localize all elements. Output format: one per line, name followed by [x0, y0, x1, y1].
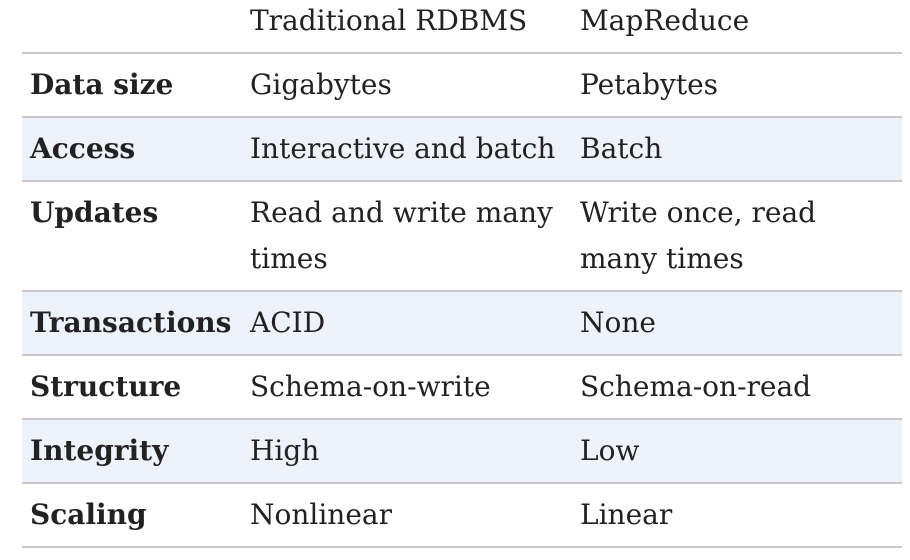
row-label: Updates — [30, 196, 159, 229]
table-header-row: Traditional RDBMS MapReduce — [22, 0, 902, 54]
table-row: Access Interactive and batch Batch — [22, 118, 902, 182]
rdbms-cell: High — [250, 434, 320, 467]
row-label: Integrity — [30, 434, 169, 467]
mapreduce-cell: Schema-on-read — [580, 370, 812, 403]
mapreduce-cell: Batch — [580, 132, 663, 165]
rdbms-cell: Gigabytes — [250, 68, 392, 101]
table-row: Updates Read and write many times Write … — [22, 182, 902, 292]
row-label: Data size — [30, 68, 174, 101]
row-label: Transactions — [30, 306, 232, 339]
rdbms-cell-line: Read and write many — [250, 196, 553, 229]
rdbms-cell: Schema-on-write — [250, 370, 491, 403]
table-row: Data size Gigabytes Petabytes — [22, 54, 902, 118]
rdbms-cell: Interactive and batch — [250, 132, 556, 165]
mapreduce-cell-line: Write once, read — [580, 196, 817, 229]
comparison-table: Traditional RDBMS MapReduce Data size Gi… — [22, 0, 902, 548]
mapreduce-cell: Petabytes — [580, 68, 719, 101]
row-label: Scaling — [30, 498, 147, 531]
table-row: Transactions ACID None — [22, 292, 902, 356]
mapreduce-cell-line: many times — [580, 242, 744, 275]
mapreduce-cell: Linear — [580, 498, 673, 531]
table-row: Structure Schema-on-write Schema-on-read — [22, 356, 902, 420]
header-mapreduce: MapReduce — [580, 4, 750, 37]
mapreduce-cell: None — [580, 306, 656, 339]
rdbms-cell-line: times — [250, 242, 328, 275]
header-rdbms: Traditional RDBMS — [250, 4, 528, 37]
mapreduce-cell: Low — [580, 434, 640, 467]
table-row: Integrity High Low — [22, 420, 902, 484]
row-label: Structure — [30, 370, 182, 403]
rdbms-cell: ACID — [250, 306, 326, 339]
table-row: Scaling Nonlinear Linear — [22, 484, 902, 548]
rdbms-cell: Nonlinear — [250, 498, 392, 531]
rdbms-cell: Read and write many times — [250, 190, 553, 282]
mapreduce-cell: Write once, read many times — [580, 190, 816, 282]
row-label: Access — [30, 132, 136, 165]
